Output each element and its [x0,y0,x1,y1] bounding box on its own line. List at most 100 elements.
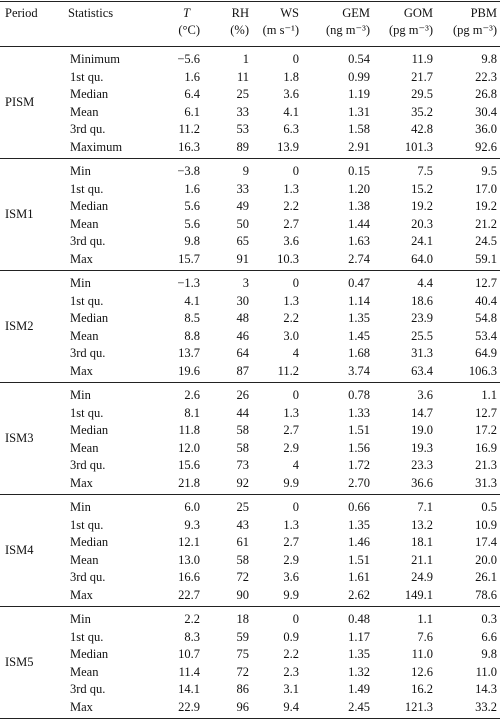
group-rule [0,382,500,383]
cell-value: 63.4 [411,364,433,378]
cell-value: 33 [236,181,250,196]
cell-value: 1.3 [283,405,299,420]
cell-value: 11.4 [178,664,200,679]
cell-value: 86 [236,682,250,697]
cell-value: 1.32 [348,664,370,679]
cell-value: 0 [292,612,299,626]
cell-value: 8.1 [184,405,200,420]
cell-value: 9 [242,164,249,178]
stat-label: Median [70,535,109,550]
cell-value: 13.2 [411,517,433,532]
cell-value: 92.6 [475,140,497,154]
stat-label: Median [70,311,109,326]
cell-value: 0.54 [348,52,370,66]
group-rule [0,494,500,495]
header-unit: (%) [230,23,249,37]
stat-label: 3rd qu. [70,346,106,361]
cell-value: 15.6 [178,458,200,473]
cell-value: 4.4 [417,276,433,290]
cell-value: 11.2 [178,122,200,137]
period-label: ISM2 [5,319,34,333]
cell-value: 15.2 [411,181,433,196]
cell-value: −5.6 [177,52,200,66]
cell-value: 26 [236,388,250,402]
cell-value: 6.0 [184,500,200,514]
cell-value: 1.51 [348,423,370,438]
cell-value: 54.8 [475,311,497,326]
cell-value: 12.6 [411,664,433,679]
cell-value: 30 [236,293,250,308]
stat-label: Median [70,199,109,214]
stat-label: Mean [70,664,99,679]
cell-value: 78.6 [475,588,497,602]
cell-value: 2.9 [283,440,299,455]
group-rule [0,606,500,607]
cell-value: 6.3 [283,122,299,137]
cell-value: 18.6 [411,293,433,308]
cell-value: 1.68 [348,346,370,361]
header-unit: (pg m⁻³) [388,23,433,37]
cell-value: 73 [236,458,250,473]
cell-value: 36.0 [475,122,497,137]
cell-value: 22.7 [178,588,200,602]
header-cell: WS [280,6,299,20]
cell-value: 4 [292,346,299,361]
cell-value: 30.4 [475,104,497,119]
stat-label: Min [70,500,91,514]
cell-value: 19.2 [411,199,433,214]
cell-value: 65 [236,234,250,249]
stat-label: 1st qu. [70,293,104,308]
cell-value: 7.5 [417,164,433,178]
cell-value: 0.66 [348,500,370,514]
cell-value: 8.5 [184,311,200,326]
cell-value: 1.46 [348,535,370,550]
stat-label: 1st qu. [70,517,104,532]
cell-value: 9.4 [283,700,299,714]
cell-value: 21.3 [475,458,497,473]
cell-value: 0 [292,52,299,66]
period-label: ISM1 [5,207,34,221]
cell-value: 21.1 [411,552,433,567]
cell-value: 75 [236,647,250,662]
cell-value: 2.7 [283,535,299,550]
cell-value: 1.35 [348,517,370,532]
cell-value: −3.8 [177,164,200,178]
cell-value: 3.6 [283,570,299,585]
header-cell: Statistics [68,6,114,20]
cell-value: 16.6 [178,570,200,585]
stat-label: 1st qu. [70,69,104,84]
cell-value: 1.61 [348,570,370,585]
cell-value: 2.7 [283,216,299,231]
cell-value: 2.3 [283,664,299,679]
cell-value: 11.0 [411,647,433,662]
cell-value: 4 [292,458,299,473]
cell-value: 6.1 [184,104,200,119]
stat-label: 3rd qu. [70,570,106,585]
cell-value: 0.78 [348,388,370,402]
cell-value: 25 [236,87,250,102]
cell-value: 106.3 [468,364,497,378]
header-cell: PBM [470,6,497,20]
cell-value: 0 [292,164,299,178]
stat-label: Mean [70,552,99,567]
header-unit: (ng m⁻³) [325,23,370,37]
stat-label: 3rd qu. [70,682,106,697]
cell-value: 72 [236,664,250,679]
cell-value: 1.3 [283,293,299,308]
cell-value: 15.7 [178,252,200,266]
stat-label: Max [70,476,93,490]
stat-label: 3rd qu. [70,234,106,249]
stat-label: Min [70,612,91,626]
cell-value: 2.45 [348,700,370,714]
period-label: PISM [5,95,35,109]
cell-value: 0.9 [283,629,299,644]
cell-value: 1.14 [348,293,370,308]
cell-value: 14.7 [411,405,433,420]
cell-value: 4.1 [184,293,200,308]
cell-value: 1.45 [348,328,370,343]
period-label: ISM5 [5,655,34,669]
group-rule [0,270,500,271]
cell-value: 31.3 [475,476,497,490]
cell-value: 2.2 [283,311,299,326]
